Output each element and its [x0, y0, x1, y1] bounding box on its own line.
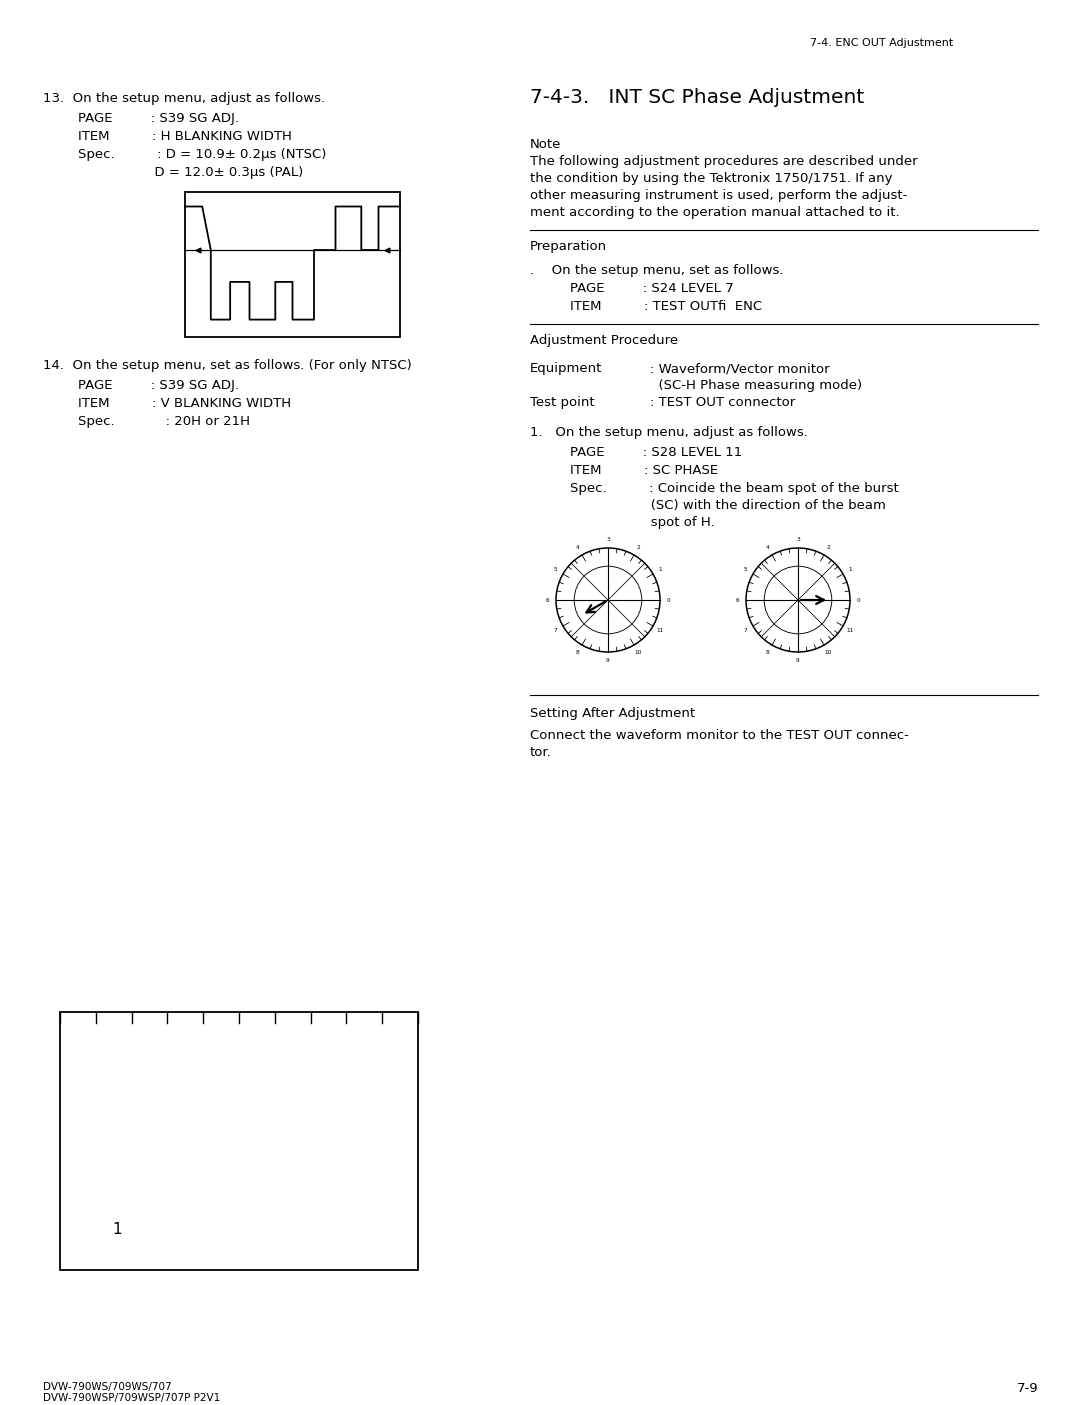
- Text: 6: 6: [735, 597, 740, 603]
- Text: DVW-790WS/709WS/707: DVW-790WS/709WS/707: [43, 1383, 172, 1392]
- Text: 1: 1: [849, 568, 852, 572]
- Text: Adjustment Procedure: Adjustment Procedure: [530, 334, 678, 347]
- Text: Equipment: Equipment: [530, 362, 603, 375]
- Text: PAGE         : S28 LEVEL 11: PAGE : S28 LEVEL 11: [570, 445, 742, 459]
- Text: Spec.            : 20H or 21H: Spec. : 20H or 21H: [78, 414, 249, 429]
- Text: Note: Note: [530, 138, 562, 150]
- Text: 5: 5: [554, 568, 557, 572]
- Text: 1: 1: [659, 568, 662, 572]
- Text: 13.  On the setup menu, adjust as follows.: 13. On the setup menu, adjust as follows…: [43, 91, 325, 105]
- Text: 4: 4: [766, 545, 770, 551]
- Text: D = 12.0± 0.3μs (PAL): D = 12.0± 0.3μs (PAL): [78, 166, 303, 178]
- Text: PAGE         : S24 LEVEL 7: PAGE : S24 LEVEL 7: [570, 282, 733, 295]
- Text: (SC) with the direction of the beam: (SC) with the direction of the beam: [570, 499, 886, 511]
- Text: 8: 8: [576, 649, 580, 655]
- Text: 1.   On the setup menu, adjust as follows.: 1. On the setup menu, adjust as follows.: [530, 426, 808, 438]
- Text: 7-9: 7-9: [1016, 1383, 1038, 1395]
- Text: ITEM          : SC PHASE: ITEM : SC PHASE: [570, 464, 718, 478]
- Text: other measuring instrument is used, perform the adjust-: other measuring instrument is used, perf…: [530, 190, 907, 202]
- Text: 11: 11: [847, 628, 854, 632]
- Text: 7-4. ENC OUT Adjustment: 7-4. ENC OUT Adjustment: [810, 38, 954, 48]
- Text: DVW-790WSP/709WSP/707P P2V1: DVW-790WSP/709WSP/707P P2V1: [43, 1392, 220, 1404]
- Bar: [185, 192, 400, 337]
- Text: 7: 7: [554, 628, 557, 632]
- Text: The following adjustment procedures are described under: The following adjustment procedures are …: [530, 155, 918, 169]
- Text: 3: 3: [796, 537, 800, 542]
- Text: Setting After Adjustment: Setting After Adjustment: [530, 707, 696, 719]
- Text: spot of H.: spot of H.: [570, 516, 715, 530]
- Text: PAGE         : S39 SG ADJ.: PAGE : S39 SG ADJ.: [78, 379, 239, 392]
- Text: Test point: Test point: [530, 396, 595, 409]
- Text: 7: 7: [744, 628, 747, 632]
- Text: ment according to the operation manual attached to it.: ment according to the operation manual a…: [530, 207, 900, 219]
- Text: 11: 11: [657, 628, 664, 632]
- Text: (SC-H Phase measuring mode): (SC-H Phase measuring mode): [650, 379, 862, 392]
- Text: ITEM          : TEST OUTﬁ  ENC: ITEM : TEST OUTﬁ ENC: [570, 301, 762, 313]
- Text: the condition by using the Tektronix 1750/1751. If any: the condition by using the Tektronix 175…: [530, 171, 892, 185]
- Text: .  On the setup menu, set as follows.: . On the setup menu, set as follows.: [530, 264, 783, 277]
- Text: Connect the waveform monitor to the TEST OUT connec-: Connect the waveform monitor to the TEST…: [530, 729, 909, 742]
- Text: 8: 8: [766, 649, 770, 655]
- Text: 3: 3: [606, 537, 610, 542]
- Text: Preparation: Preparation: [530, 240, 607, 253]
- Text: : TEST OUT connector: : TEST OUT connector: [650, 396, 795, 409]
- Text: 4: 4: [576, 545, 580, 551]
- Text: 0: 0: [666, 597, 671, 603]
- Text: 14.  On the setup menu, set as follows. (For only NTSC): 14. On the setup menu, set as follows. (…: [43, 360, 411, 372]
- Text: ITEM          : H BLANKING WIDTH: ITEM : H BLANKING WIDTH: [78, 131, 292, 143]
- Text: 0: 0: [856, 597, 860, 603]
- Text: ITEM          : V BLANKING WIDTH: ITEM : V BLANKING WIDTH: [78, 398, 292, 410]
- Text: 9: 9: [796, 658, 800, 663]
- Text: 5: 5: [744, 568, 747, 572]
- Text: 2: 2: [636, 545, 640, 551]
- Text: 10: 10: [634, 649, 642, 655]
- Text: 6: 6: [545, 597, 550, 603]
- Text: PAGE         : S39 SG ADJ.: PAGE : S39 SG ADJ.: [78, 112, 239, 125]
- Text: 2: 2: [826, 545, 831, 551]
- Bar: [60, 1012, 418, 1270]
- Text: Spec.          : D = 10.9± 0.2μs (NTSC): Spec. : D = 10.9± 0.2μs (NTSC): [78, 148, 326, 162]
- Text: 9: 9: [606, 658, 610, 663]
- Text: : Waveform/Vector monitor: : Waveform/Vector monitor: [650, 362, 829, 375]
- Text: 10: 10: [824, 649, 832, 655]
- Text: tor.: tor.: [530, 746, 552, 759]
- Text: Spec.          : Coincide the beam spot of the burst: Spec. : Coincide the beam spot of the bu…: [570, 482, 899, 495]
- Text: 7-4-3.   INT SC Phase Adjustment: 7-4-3. INT SC Phase Adjustment: [530, 89, 864, 107]
- Text: 1: 1: [112, 1222, 122, 1236]
